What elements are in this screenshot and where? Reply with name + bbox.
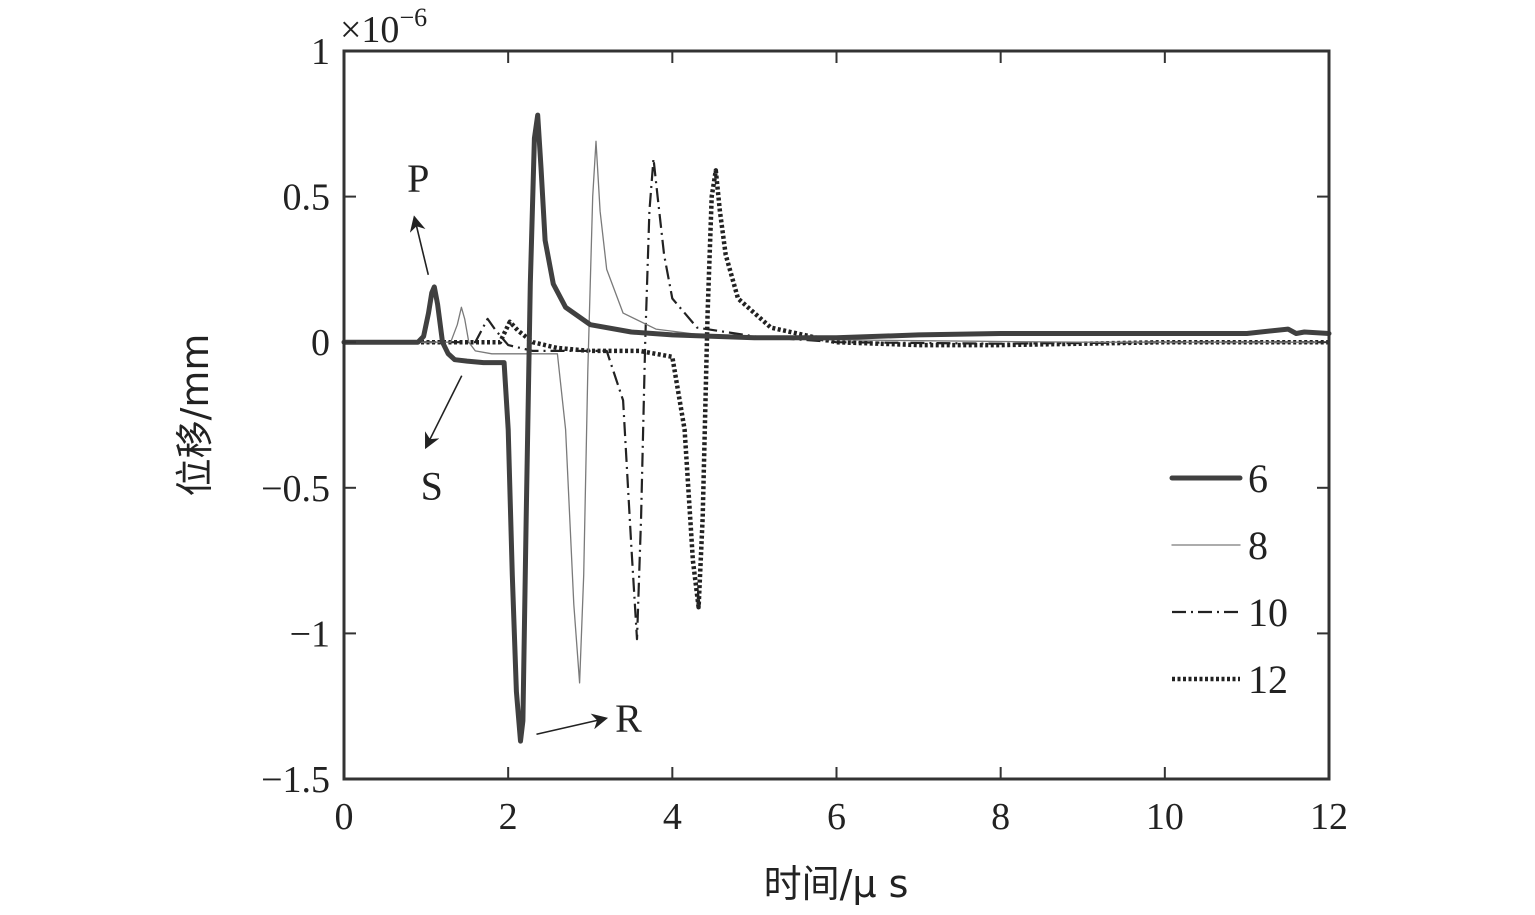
plot-frame bbox=[342, 49, 1331, 781]
s-wave-arrow bbox=[425, 375, 463, 450]
legend-label-6: 6 bbox=[1248, 456, 1268, 501]
p-wave-arrow bbox=[409, 215, 430, 276]
annotation-layer: P S R bbox=[407, 156, 642, 741]
y-tick-label: −1.5 bbox=[261, 759, 330, 801]
ticks-layer: 0 2 4 6 8 10 12 1 0.5 0 −0.5 −1 −1.5 bbox=[261, 31, 1348, 838]
r-wave-arrow bbox=[536, 713, 609, 736]
series-line-8 bbox=[343, 140, 1330, 684]
x-tick-label: 2 bbox=[499, 796, 518, 838]
series-line-12 bbox=[344, 168, 1329, 610]
x-tick-label: 8 bbox=[991, 796, 1010, 838]
y-tick-label: −0.5 bbox=[261, 468, 330, 510]
y-tick-label: 0.5 bbox=[283, 177, 331, 219]
legend-label-8: 8 bbox=[1248, 523, 1268, 568]
legend: 6 8 10 12 bbox=[1169, 456, 1288, 702]
s-wave-label: S bbox=[421, 464, 443, 509]
y-tick-label: 0 bbox=[311, 322, 330, 364]
legend-label-12: 12 bbox=[1248, 657, 1288, 702]
x-axis-title: 时间/μ s bbox=[764, 862, 909, 906]
y-axis-title: 位移/mm bbox=[173, 334, 217, 497]
x-tick-label: 6 bbox=[827, 796, 846, 838]
y-multiplier: ×10−6 bbox=[340, 3, 427, 51]
x-tick-label: 4 bbox=[663, 796, 682, 838]
legend-label-10: 10 bbox=[1248, 590, 1288, 635]
y-multiplier-exponent: −6 bbox=[399, 3, 427, 32]
x-tick-label: 12 bbox=[1310, 796, 1348, 838]
series-layer bbox=[341, 112, 1332, 744]
x-tick-label: 10 bbox=[1146, 796, 1184, 838]
y-tick-label: −1 bbox=[290, 613, 330, 655]
series-line-6 bbox=[341, 112, 1332, 744]
series-line-10 bbox=[344, 157, 1329, 641]
y-tick-label: 1 bbox=[311, 31, 330, 73]
x-tick-label: 0 bbox=[335, 796, 354, 838]
p-wave-label: P bbox=[407, 156, 429, 201]
r-wave-label: R bbox=[615, 696, 642, 741]
